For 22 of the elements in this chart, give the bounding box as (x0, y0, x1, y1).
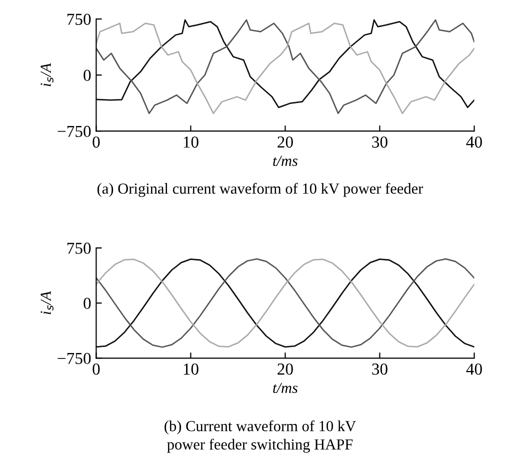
x-tick-label: 40 (466, 136, 482, 148)
x-axis-title: t/ms (273, 156, 298, 166)
text: (a) Original current waveform of 10 kV power feeder (97, 182, 424, 197)
y-tick-label: 0 (84, 70, 91, 81)
x-tick-label: 20 (278, 136, 293, 148)
y-tick-label: 750 (67, 242, 91, 254)
x-axis-title: t/ms (273, 382, 298, 394)
x-tick-label: 20 (278, 363, 293, 375)
x-tick-label: 0 (92, 363, 100, 375)
y-tick-label: −750 (58, 352, 91, 364)
y-tick-label: −750 (58, 126, 91, 138)
x-tick-label: 40 (466, 363, 482, 375)
x-tick-label: 10 (184, 136, 198, 148)
text: (b) Current waveform of 10 kV power feeder switching HAPF (164, 420, 356, 453)
x-tick-label: 10 (184, 363, 198, 375)
y-axis-title: i$_{s}$/A (40, 63, 54, 86)
y-tick-label: 750 (67, 14, 91, 25)
x-tick-label: 0 (92, 136, 100, 148)
x-tick-label: 30 (372, 136, 388, 148)
y-tick-label: 0 (84, 298, 91, 309)
y-axis-title: i$_{s}$/A (40, 291, 54, 314)
x-tick-label: 30 (372, 363, 388, 375)
